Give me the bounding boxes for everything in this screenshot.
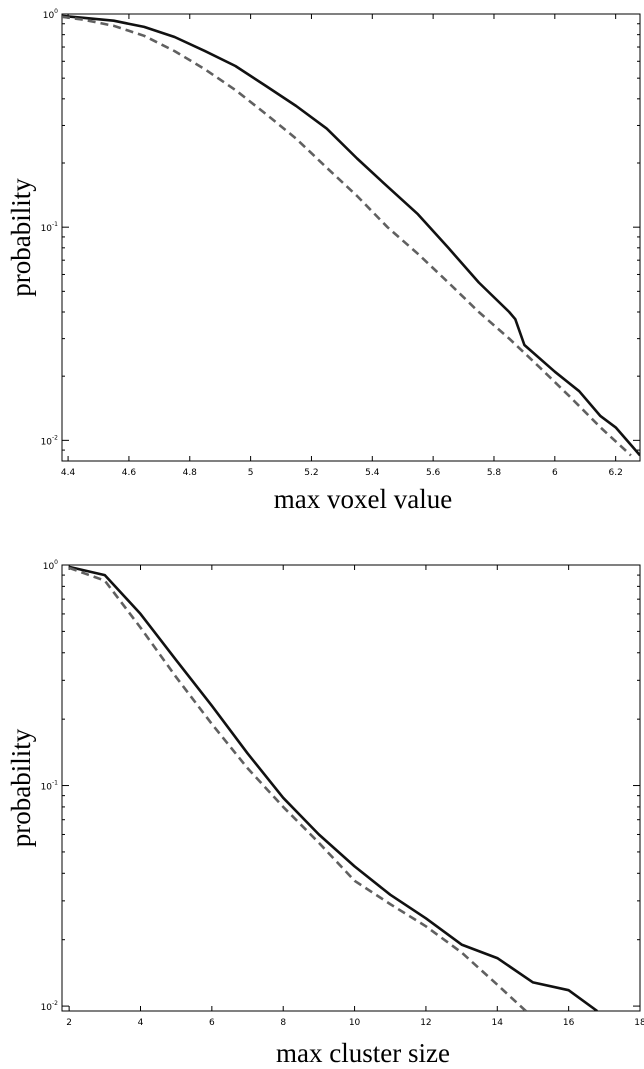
series-dashed-line [62, 15, 632, 457]
x-tick-label: 18 [634, 1018, 644, 1028]
x-tick-label: 6 [552, 468, 558, 478]
series-solid-line [62, 14, 640, 457]
y-tick-label: 10-1 [41, 221, 59, 234]
y-tick-label: 10-2 [41, 434, 59, 447]
chart-2: 2 4 6 8 10 12 14 16 18 100 10-1 10-2 max cluster siz… [6, 559, 644, 1068]
x-tick-label: 14 [492, 1018, 504, 1028]
series-solid-line [68, 565, 598, 1011]
y-tick-label: 100 [43, 8, 58, 21]
x-axis-title: max voxel value [274, 484, 452, 514]
x-tick-label: 16 [563, 1018, 575, 1028]
x-tick-label: 12 [420, 1018, 431, 1028]
x-tick-label: 5.8 [487, 468, 502, 478]
x-tick-label: 5.4 [365, 468, 380, 478]
y-tick-label: 10-1 [41, 780, 59, 793]
y-axis-title: probability [6, 728, 36, 847]
x-tick-label: 8 [280, 1018, 286, 1028]
y-tick-label: 100 [43, 559, 58, 572]
chart-1: 4.4 4.6 4.8 5 5.2 5.4 5.6 5.8 6 6.2 100 10-1 10-2 max… [6, 8, 641, 514]
x-tick-label: 4.8 [183, 468, 198, 478]
x-axis-title: max cluster size [276, 1038, 450, 1068]
x-tick-label: 6 [209, 1018, 215, 1028]
x-tick-label: 4.4 [61, 468, 76, 478]
x-tick-label: 5 [248, 468, 254, 478]
x-tick-label: 10 [349, 1018, 361, 1028]
x-tick-label: 2 [66, 1018, 72, 1028]
x-tick-label: 6.2 [608, 468, 622, 478]
x-tick-label: 4.6 [122, 468, 137, 478]
x-tick-label: 4 [138, 1018, 144, 1028]
y-axis-title: probability [6, 178, 36, 297]
x-tick-label: 5.2 [304, 468, 318, 478]
x-tick-label: 5.6 [426, 468, 441, 478]
plot-frame [61, 13, 641, 462]
plot-frame [61, 564, 641, 1012]
y-tick-label: 10-2 [41, 1000, 59, 1013]
series-dashed-line [68, 566, 527, 1011]
